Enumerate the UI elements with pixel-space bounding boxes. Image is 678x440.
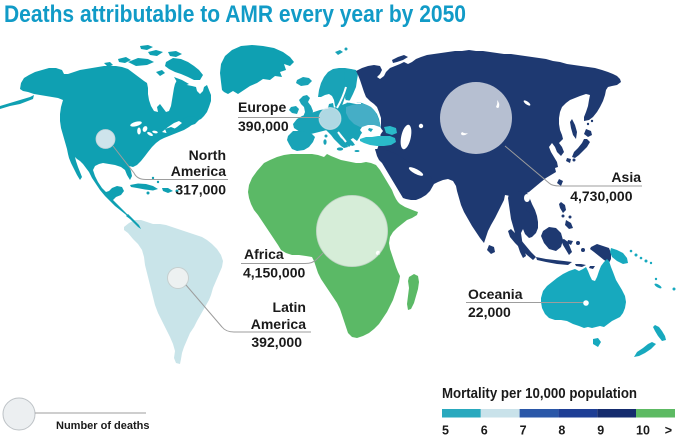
svg-text:Europe: Europe bbox=[238, 99, 286, 115]
svg-text:Oceania: Oceania bbox=[468, 286, 523, 302]
svg-text:392,000: 392,000 bbox=[251, 334, 302, 350]
svg-text:Asia: Asia bbox=[611, 169, 641, 185]
svg-text:10: 10 bbox=[636, 424, 650, 438]
svg-text:390,000: 390,000 bbox=[238, 118, 289, 134]
svg-text:>: > bbox=[665, 424, 672, 438]
svg-text:Mortality per 10,000 populatio: Mortality per 10,000 population bbox=[442, 386, 637, 402]
svg-text:8: 8 bbox=[558, 424, 565, 438]
svg-text:America: America bbox=[251, 316, 306, 332]
svg-text:4,730,000: 4,730,000 bbox=[570, 188, 632, 204]
svg-text:Africa: Africa bbox=[244, 246, 284, 262]
svg-text:North: North bbox=[189, 147, 226, 163]
svg-text:9: 9 bbox=[597, 424, 604, 438]
svg-text:7: 7 bbox=[520, 424, 527, 438]
svg-text:Latin: Latin bbox=[273, 299, 306, 315]
svg-text:Number of deaths: Number of deaths bbox=[56, 420, 150, 432]
svg-text:6: 6 bbox=[481, 424, 488, 438]
svg-text:Deaths attributable to AMR eve: Deaths attributable to AMR every year by… bbox=[4, 1, 466, 28]
svg-text:4,150,000: 4,150,000 bbox=[243, 265, 305, 281]
svg-text:5: 5 bbox=[442, 424, 449, 438]
svg-text:317,000: 317,000 bbox=[175, 182, 226, 198]
svg-text:22,000: 22,000 bbox=[468, 304, 511, 320]
svg-text:America: America bbox=[171, 163, 226, 179]
